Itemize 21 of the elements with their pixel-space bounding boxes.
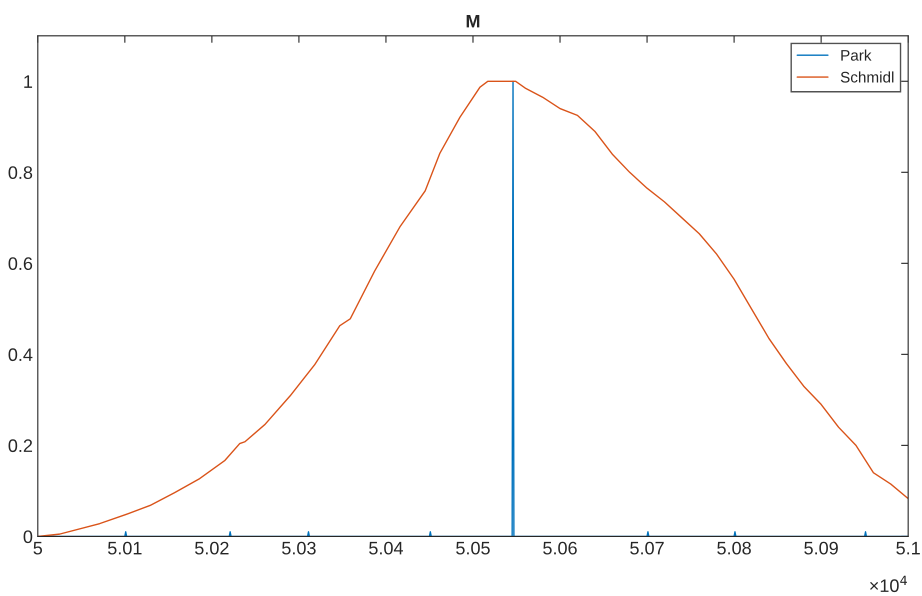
x-tick-label: 5.06: [543, 542, 577, 555]
y-tick-label: 0.6: [8, 257, 32, 270]
text: ×10$^{4}$: [870, 576, 907, 592]
x-tick-label: 5.08: [717, 542, 751, 555]
y-tick-label: 1: [24, 75, 32, 88]
x-tick-label: 5.07: [630, 542, 664, 555]
x-tick-label: 5.01: [108, 542, 142, 555]
y-tick-label: 0.2: [8, 439, 32, 452]
x-tick-label: 5.03: [282, 542, 316, 555]
y-tick-label: 0.8: [8, 166, 32, 180]
chart-title: M: [466, 15, 480, 28]
legend-label: Park: [841, 50, 872, 61]
x-tick-label: 5.09: [804, 542, 838, 555]
x-tick-label: 5.02: [195, 542, 229, 555]
x-tick-label: 5.1: [896, 542, 920, 555]
x-tick-label: 5.04: [369, 542, 403, 555]
y-tick-label: 0: [24, 530, 32, 544]
y-tick-label: 0.4: [8, 348, 32, 362]
x-tick-label: 5: [34, 542, 42, 555]
x-tick-label: 5.05: [456, 542, 490, 555]
legend-label: Schmidl: [840, 71, 894, 83]
